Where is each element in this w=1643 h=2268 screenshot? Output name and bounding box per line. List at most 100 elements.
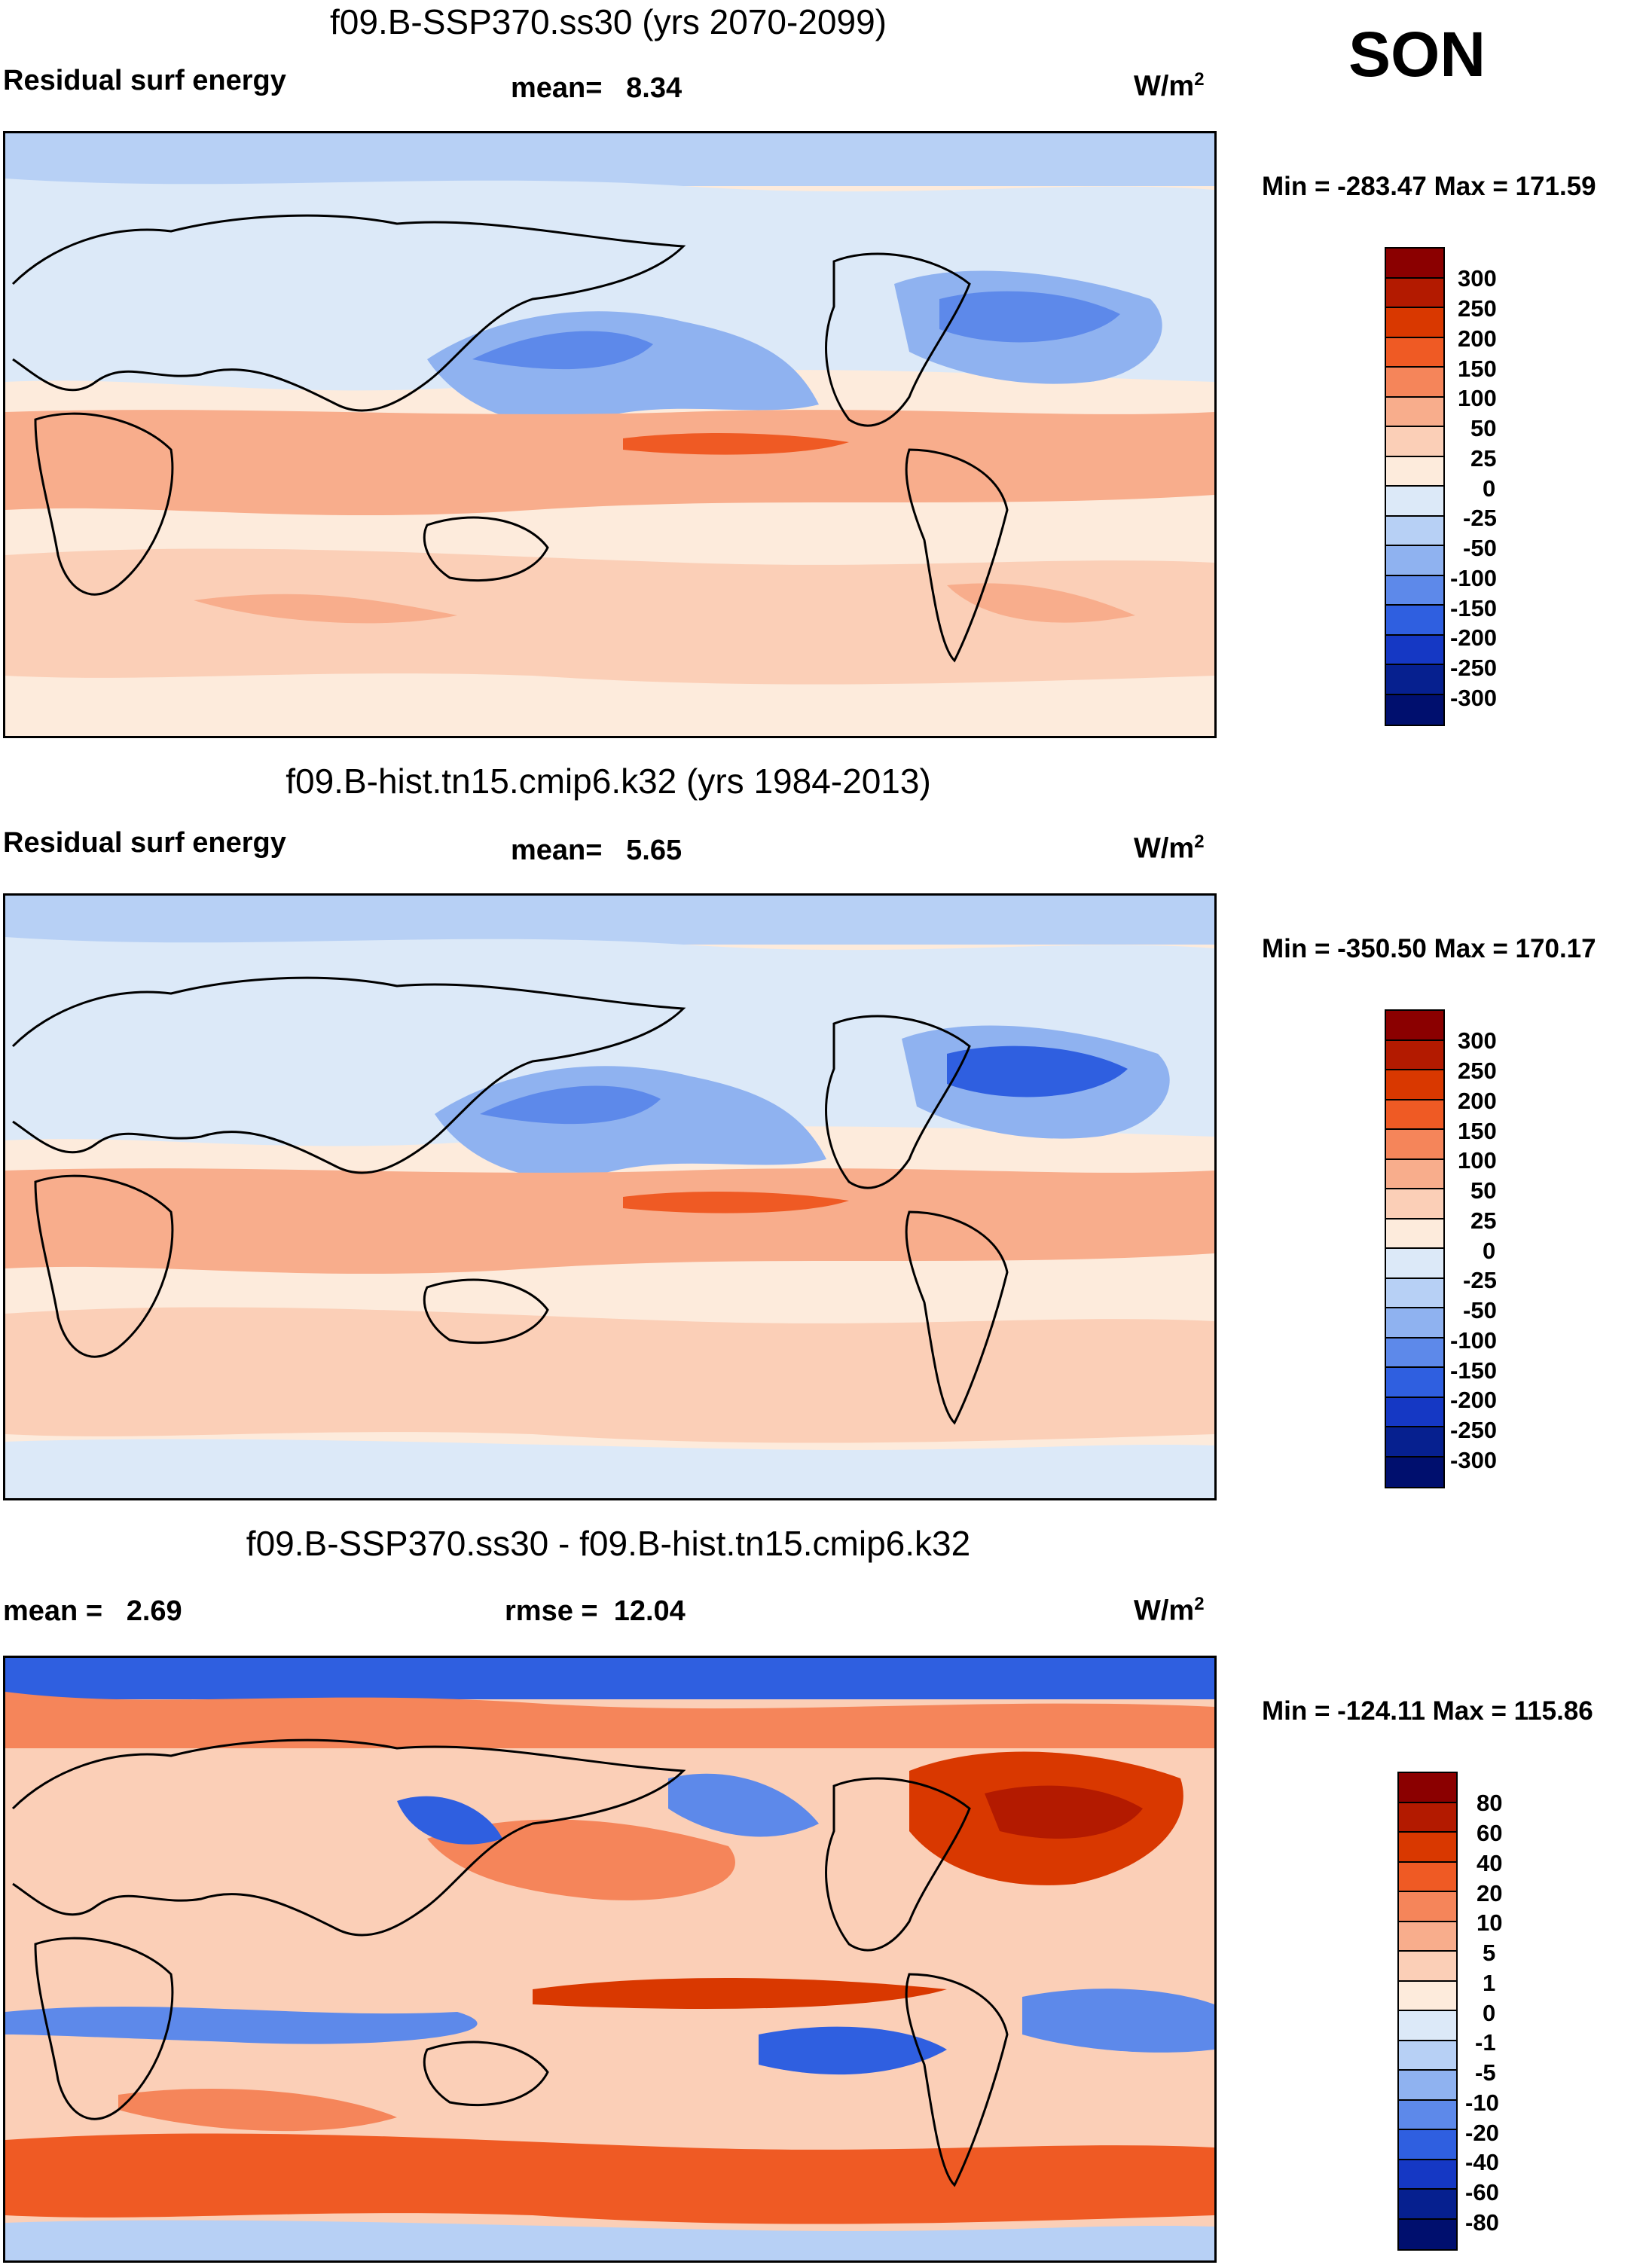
panel-2-colorbar-swatch [1386,1219,1443,1249]
panel-1-units: W/m2 [1134,69,1205,103]
panel-2-colorbar-swatch [1386,1130,1443,1160]
panel-3-units: W/m2 [1134,1594,1205,1628]
panel-1-colorbar-swatch [1386,278,1443,308]
panel-3-colorbar-swatch [1399,2041,1456,2071]
panel-1-tick: 300 [1458,265,1497,292]
panel-3-colorbar-swatch [1399,1892,1456,1922]
panel-3-tick: 20 [1477,1880,1503,1906]
panel-3-tick: -5 [1475,2059,1496,2086]
panel-2-colorbar-swatch [1386,1011,1443,1041]
panel-2-colorbar-swatch [1386,1249,1443,1279]
panel-2-tick: 25 [1470,1207,1497,1234]
panel-3-tick: 60 [1477,1820,1503,1846]
panel-1-colorbar-swatch [1386,575,1443,606]
panel-3-colorbar-swatch [1399,1833,1456,1863]
panel-1-colorbar-swatch [1386,308,1443,338]
panel-3-map [3,1656,1217,2263]
panel-2-units-base: W/m [1134,832,1195,865]
panel-3-tick: -80 [1465,2209,1499,2236]
panel-1-tick: 25 [1470,445,1497,472]
panel-1-colorbar-swatch [1386,665,1443,695]
panel-1-units-base: W/m [1134,70,1195,102]
panel-3-units-base: W/m [1134,1595,1195,1627]
panel-2-units: W/m2 [1134,832,1205,865]
panel-3-tick: -20 [1465,2120,1499,2146]
panel-3-minmax: Min = -124.11 Max = 115.86 [1262,1696,1593,1726]
panel-2-tick: -25 [1463,1267,1497,1293]
panel-3-tick: -1 [1475,2029,1496,2056]
panel-3-tick: 80 [1477,1790,1503,1816]
panel-3-colorbar-swatch [1399,2011,1456,2041]
panel-1-tick: 150 [1458,356,1497,382]
panel-2-variable-label: Residual surf energy [3,827,286,859]
panel-3-tick: 10 [1477,1909,1503,1936]
panel-2-colorbar-swatch [1386,1457,1443,1487]
panel-2-tick: -100 [1450,1327,1498,1354]
panel-1-colorbar-swatch [1386,635,1443,665]
panel-2-colorbar-swatch [1386,1427,1443,1458]
panel-3-mean-label: mean = 2.69 [3,1595,182,1627]
panel-2-tick: -150 [1450,1357,1498,1384]
panel-1-colorbar-swatch [1386,516,1443,546]
panel-2-colorbar-swatch [1386,1189,1443,1219]
panel-2-tick: -200 [1450,1387,1498,1413]
panel-3-map-svg [5,1658,1214,2260]
panel-2-tick: 150 [1458,1118,1497,1144]
panel-2-minmax: Min = -350.50 Max = 170.17 [1262,934,1596,963]
panel-2-colorbar-swatch [1386,1070,1443,1100]
panel-2-units-exp: 2 [1194,832,1205,852]
panel-3-colorbar [1397,1772,1458,2251]
panel-3-colorbar-swatch [1399,2160,1456,2190]
panel-1-tick: 100 [1458,385,1497,411]
panel-1-tick: 0 [1483,475,1496,502]
panel-1-tick: 50 [1470,415,1497,441]
panel-1-mean-label: mean= 8.34 [511,72,683,104]
panel-1-colorbar-swatch [1386,368,1443,398]
panel-1-minmax: Min = -283.47 Max = 171.59 [1262,172,1596,201]
panel-2-tick: -250 [1450,1417,1498,1443]
panel-2-tick: 200 [1458,1088,1497,1114]
panel-2-colorbar-swatch [1386,1040,1443,1070]
panel-1-tick: -200 [1450,624,1498,651]
panel-3-colorbar-swatch [1399,1773,1456,1803]
panel-2-tick: 0 [1483,1238,1496,1264]
panel-2-tick: 250 [1458,1058,1497,1084]
panel-2-map [3,893,1217,1500]
panel-1-map-svg [5,133,1214,736]
panel-1-colorbar-swatch [1386,694,1443,725]
panel-2-colorbar-swatch [1386,1308,1443,1339]
panel-2-tick: 100 [1458,1147,1497,1174]
panel-2-title: f09.B-hist.tn15.cmip6.k32 (yrs 1984-2013… [286,762,931,801]
panel-2-tick: -300 [1450,1447,1498,1473]
panel-1-tick: -50 [1463,535,1497,561]
panel-3-colorbar-swatch [1399,1862,1456,1892]
panel-1-tick: -100 [1450,565,1498,591]
panel-2-colorbar-swatch [1386,1368,1443,1398]
panel-2-mean-label: mean= 5.65 [511,835,683,866]
panel-3-colorbar-swatch [1399,2130,1456,2160]
panel-1-tick: -25 [1463,505,1497,531]
panel-3-tick: -40 [1465,2149,1499,2175]
panel-2-colorbar-swatch [1386,1159,1443,1189]
panel-3-colorbar-swatch [1399,1952,1456,1982]
panel-1-tick: 200 [1458,325,1497,352]
panel-1-colorbar-swatch [1386,456,1443,487]
panel-2-colorbar-swatch [1386,1100,1443,1130]
panel-3-colorbar-swatch [1399,1981,1456,2011]
panel-1-tick: 250 [1458,295,1497,322]
panel-2-colorbar-swatch [1386,1338,1443,1368]
panel-1-variable-label: Residual surf energy [3,65,286,96]
panel-1-colorbar-swatch [1386,249,1443,279]
panel-3-tick: 5 [1483,1940,1496,1966]
panel-1-units-exp: 2 [1194,69,1205,90]
panel-3-colorbar-swatch [1399,1802,1456,1833]
panel-3-colorbar-swatch [1399,1922,1456,1952]
panel-1-tick: -250 [1450,655,1498,681]
panel-3-colorbar-swatch [1399,2100,1456,2130]
panel-1-map [3,131,1217,738]
panel-3-rmse-label: rmse = 12.04 [505,1595,686,1627]
panel-2-colorbar-swatch [1386,1397,1443,1427]
panel-3-colorbar-swatch [1399,2219,1456,2249]
panel-1-colorbar-swatch [1386,397,1443,427]
season-label: SON [1348,19,1486,90]
